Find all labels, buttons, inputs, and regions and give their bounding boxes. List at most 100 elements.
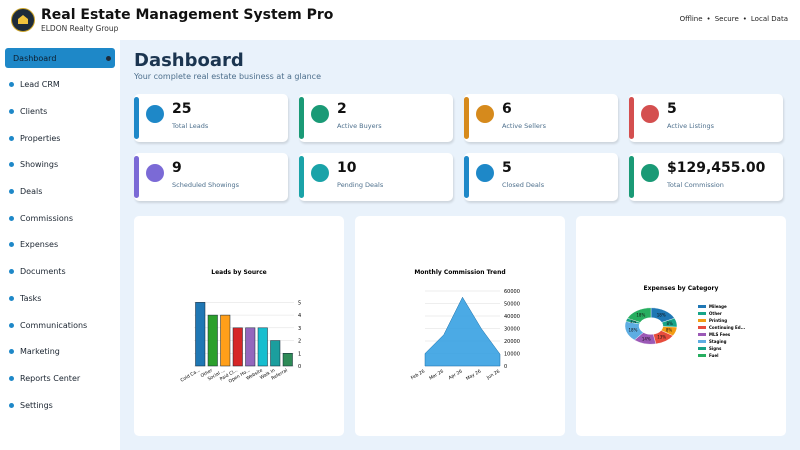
nav-dot: [106, 55, 111, 61]
nav-item[interactable]: Expenses: [5, 235, 115, 255]
y-tick-label: 40000: [504, 314, 520, 320]
slice-label: 18%: [628, 328, 637, 333]
nav-item[interactable]: Tasks: [5, 288, 115, 308]
main: Dashboard Your complete real estate busi…: [120, 40, 800, 450]
nav-label: Deals: [20, 187, 43, 196]
stat-card: 5 Closed Deals: [464, 153, 618, 201]
legend-label: Signs: [709, 346, 722, 351]
page-subtitle: Your complete real estate business at a …: [134, 72, 321, 81]
legend-swatch: [698, 319, 706, 322]
stat-accent: [134, 97, 139, 139]
nav-label: Marketing: [20, 347, 60, 357]
nav-item[interactable]: Properties: [5, 128, 115, 148]
stat-label: Active Sellers: [502, 122, 546, 130]
nav-item[interactable]: Commissions: [5, 208, 115, 228]
nav-label: Showings: [20, 160, 59, 170]
nav-item[interactable]: Dashboard: [5, 48, 115, 68]
y-tick-label: 0: [298, 364, 301, 370]
stat-value: 5: [502, 160, 512, 176]
nav-item[interactable]: Settings: [5, 395, 115, 415]
y-tick-label: 10000: [504, 352, 520, 358]
legend-label: Fuel: [709, 353, 719, 358]
stat-accent: [629, 156, 634, 198]
nav-item[interactable]: Communications: [5, 315, 115, 335]
slice-label: 18%: [636, 312, 645, 317]
x-tick-label: Jun 26: [485, 368, 501, 381]
chart-card: Expenses by Category 18% 8% 8% 13% 14% 18% 3% 18…: [576, 216, 786, 436]
stat-card: 9 Scheduled Showings: [134, 153, 288, 201]
slice-label: 3%: [630, 319, 637, 324]
slice-label: 8%: [666, 328, 673, 333]
legend-swatch: [698, 347, 706, 350]
legend-label: Mileage: [709, 304, 727, 309]
nav-dot: [9, 402, 14, 408]
y-tick-label: 30000: [504, 327, 520, 333]
logo: [11, 8, 35, 32]
stat-value: $129,455.00: [667, 160, 766, 176]
nav-item[interactable]: Reports Center: [5, 368, 115, 388]
nav-item[interactable]: Marketing: [5, 342, 115, 362]
nav-label: Dashboard: [13, 53, 57, 63]
x-tick-label: Cold Ca...: [180, 368, 202, 384]
x-tick-label: Mar 26: [428, 368, 445, 381]
stat-label: Total Leads: [172, 122, 209, 130]
stat-accent: [134, 156, 139, 198]
nav-label: Commissions: [20, 213, 73, 223]
pie-slice: [627, 307, 652, 323]
nav-item[interactable]: Showings: [5, 155, 115, 175]
y-tick-label: 60000: [504, 289, 520, 295]
y-tick-label: 5: [298, 300, 301, 306]
nav-dot: [9, 82, 14, 88]
y-tick-label: 0: [504, 364, 507, 370]
y-tick-label: 3: [298, 326, 301, 332]
legend-label: Continuing Ed...: [709, 325, 746, 330]
nav-item[interactable]: Deals: [5, 182, 115, 202]
stat-value: 9: [172, 160, 182, 176]
legend-swatch: [698, 354, 706, 357]
stat-card: 5 Active Listings: [629, 94, 783, 142]
stat-card: 10 Pending Deals: [299, 153, 453, 201]
legend-label: Staging: [709, 339, 727, 344]
chart-card: Monthly Commission Trend 0 10000 20000 30000…: [355, 216, 565, 436]
y-tick-label: 50000: [504, 302, 520, 308]
stat-card: 25 Total Leads: [134, 94, 288, 142]
nav-dot: [9, 189, 14, 194]
nav-label: Documents: [20, 267, 66, 277]
nav-dot: [9, 215, 14, 221]
stat-label: Closed Deals: [502, 181, 545, 189]
status-item: Secure: [707, 15, 739, 23]
nav-item[interactable]: Lead CRM: [5, 75, 115, 95]
nav-dot: [9, 349, 14, 355]
nav-item[interactable]: Clients: [5, 101, 115, 121]
chart-card: Leads by Source 0 1 2 3 4 5 Cold Ca... Other Soci…: [134, 216, 344, 436]
nav-dot: [9, 375, 14, 381]
bar: [270, 340, 281, 367]
nav-label: Clients: [20, 106, 48, 116]
stat-accent: [464, 156, 469, 198]
chart-title: Leads by Source: [211, 269, 267, 276]
stat-icon: [641, 164, 659, 182]
bar: [220, 314, 231, 367]
x-tick-label: Other: [200, 367, 214, 379]
sidebar: Dashboard Lead CRM Clients Properties Showin…: [0, 40, 120, 450]
nav-label: Reports Center: [20, 373, 81, 383]
chart: Expenses by Category18%8%8%13%14%18%3%18…: [624, 285, 746, 358]
stat-value: 5: [667, 101, 677, 117]
y-tick-label: 2: [298, 339, 301, 345]
y-tick-label: 20000: [504, 339, 520, 345]
y-tick-label: 1: [298, 351, 301, 357]
nav-item[interactable]: Documents: [5, 262, 115, 282]
stat-card: $129,455.00 Total Commission: [629, 153, 783, 201]
nav-label: Properties: [20, 133, 61, 143]
nav-dot: [9, 162, 14, 168]
chart: Monthly Commission Trend 0 10000 20000 30000…: [410, 269, 520, 382]
stat-card: 6 Active Sellers: [464, 94, 618, 142]
stat-label: Total Commission: [667, 181, 724, 189]
stat-label: Active Listings: [667, 122, 714, 130]
stat-icon: [476, 164, 494, 182]
nav-label: Communications: [20, 320, 88, 330]
legend-swatch: [698, 312, 706, 315]
bar: [207, 314, 218, 367]
